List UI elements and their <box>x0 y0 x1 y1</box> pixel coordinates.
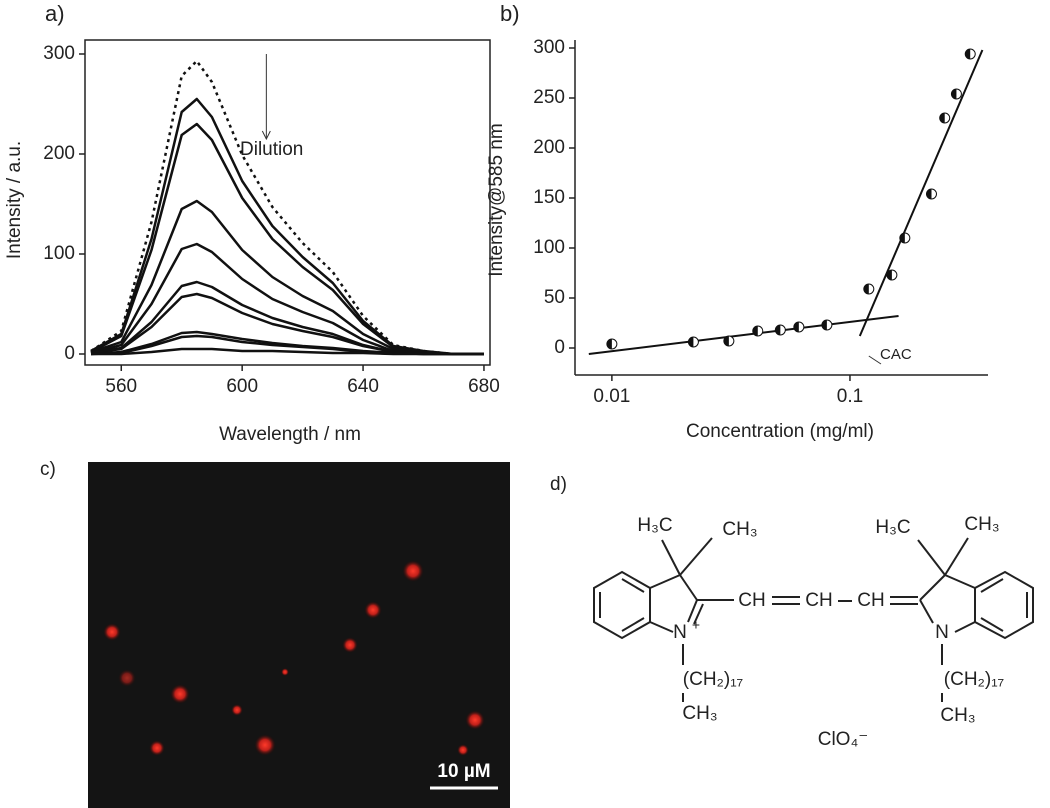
panel-label: c) <box>40 459 56 480</box>
data-point <box>606 338 618 350</box>
panel-label: a) <box>45 1 65 26</box>
y-axis-title: Intensity@585 nm <box>486 123 507 276</box>
chem-label: N <box>935 622 949 643</box>
scale-bar-label: 10 µM <box>437 761 490 782</box>
chem-label: CH₃ <box>722 519 757 540</box>
chem-label: CH <box>738 590 765 611</box>
data-point <box>687 336 699 348</box>
data-point <box>793 321 805 333</box>
y-tick-label: 250 <box>533 87 565 108</box>
chem-label: CH₃ <box>964 514 999 535</box>
data-point <box>939 112 951 124</box>
y-tick-label: 0 <box>554 337 565 358</box>
annotation: CAC <box>880 346 912 363</box>
y-tick-label: 200 <box>533 137 565 158</box>
chem-label: (CH₂)₁₇ <box>683 669 743 690</box>
y-tick-label: 100 <box>43 243 75 264</box>
data-point <box>821 319 833 331</box>
x-tick-label: 0.1 <box>837 386 863 407</box>
spectrum-line <box>90 199 484 356</box>
data-point <box>752 325 764 337</box>
spectrum-line <box>91 347 484 356</box>
chem-label: H₃C <box>875 517 910 538</box>
chem-label: H₃C <box>637 515 672 536</box>
chem-label: CH <box>857 590 884 611</box>
chem-label: CH <box>805 590 832 611</box>
chem-label: ClO₄⁻ <box>818 729 869 750</box>
chemical-structure <box>593 537 1034 702</box>
x-tick-label: 640 <box>347 376 379 397</box>
chem-label: (CH₂)₁₇ <box>944 669 1004 690</box>
data-point <box>886 269 898 281</box>
data-point <box>925 188 937 200</box>
data-point <box>964 48 976 60</box>
spectrum-line <box>90 242 484 356</box>
annotation-pointer <box>868 355 882 365</box>
chem-label: CH₃ <box>682 703 717 724</box>
y-tick-label: 100 <box>533 237 565 258</box>
data-point <box>863 283 875 295</box>
x-tick-label: 0.01 <box>593 386 630 407</box>
chem-label: + <box>692 617 700 633</box>
y-axis-title: Intensity / a.u. <box>4 141 25 259</box>
x-axis-title: Concentration (mg/ml) <box>686 421 874 442</box>
arrow-head <box>261 130 271 141</box>
micrograph <box>88 462 510 808</box>
x-tick-label: 600 <box>226 376 258 397</box>
data-point <box>723 335 735 347</box>
annotation: Dilution <box>240 139 303 160</box>
fit-line <box>858 49 984 337</box>
y-tick-label: 200 <box>43 143 75 164</box>
spectrum-line <box>90 59 484 356</box>
plot-frame <box>84 39 491 366</box>
x-tick-label: 680 <box>468 376 500 397</box>
y-tick-label: 0 <box>64 343 75 364</box>
data-point <box>899 232 911 244</box>
panel-label: b) <box>500 1 520 26</box>
y-tick-label: 300 <box>43 43 75 64</box>
y-tick-label: 150 <box>533 187 565 208</box>
y-tick-label: 50 <box>544 287 565 308</box>
x-axis-title: Wavelength / nm <box>219 424 361 445</box>
spectrum-line <box>90 97 484 356</box>
data-point <box>774 324 786 336</box>
panel-label: d) <box>550 474 567 495</box>
y-tick-label: 300 <box>533 37 565 58</box>
x-tick-label: 560 <box>105 376 137 397</box>
chem-label: N <box>673 622 687 643</box>
fit-line <box>588 315 899 355</box>
chem-label: CH₃ <box>940 705 975 726</box>
data-point <box>950 88 962 100</box>
